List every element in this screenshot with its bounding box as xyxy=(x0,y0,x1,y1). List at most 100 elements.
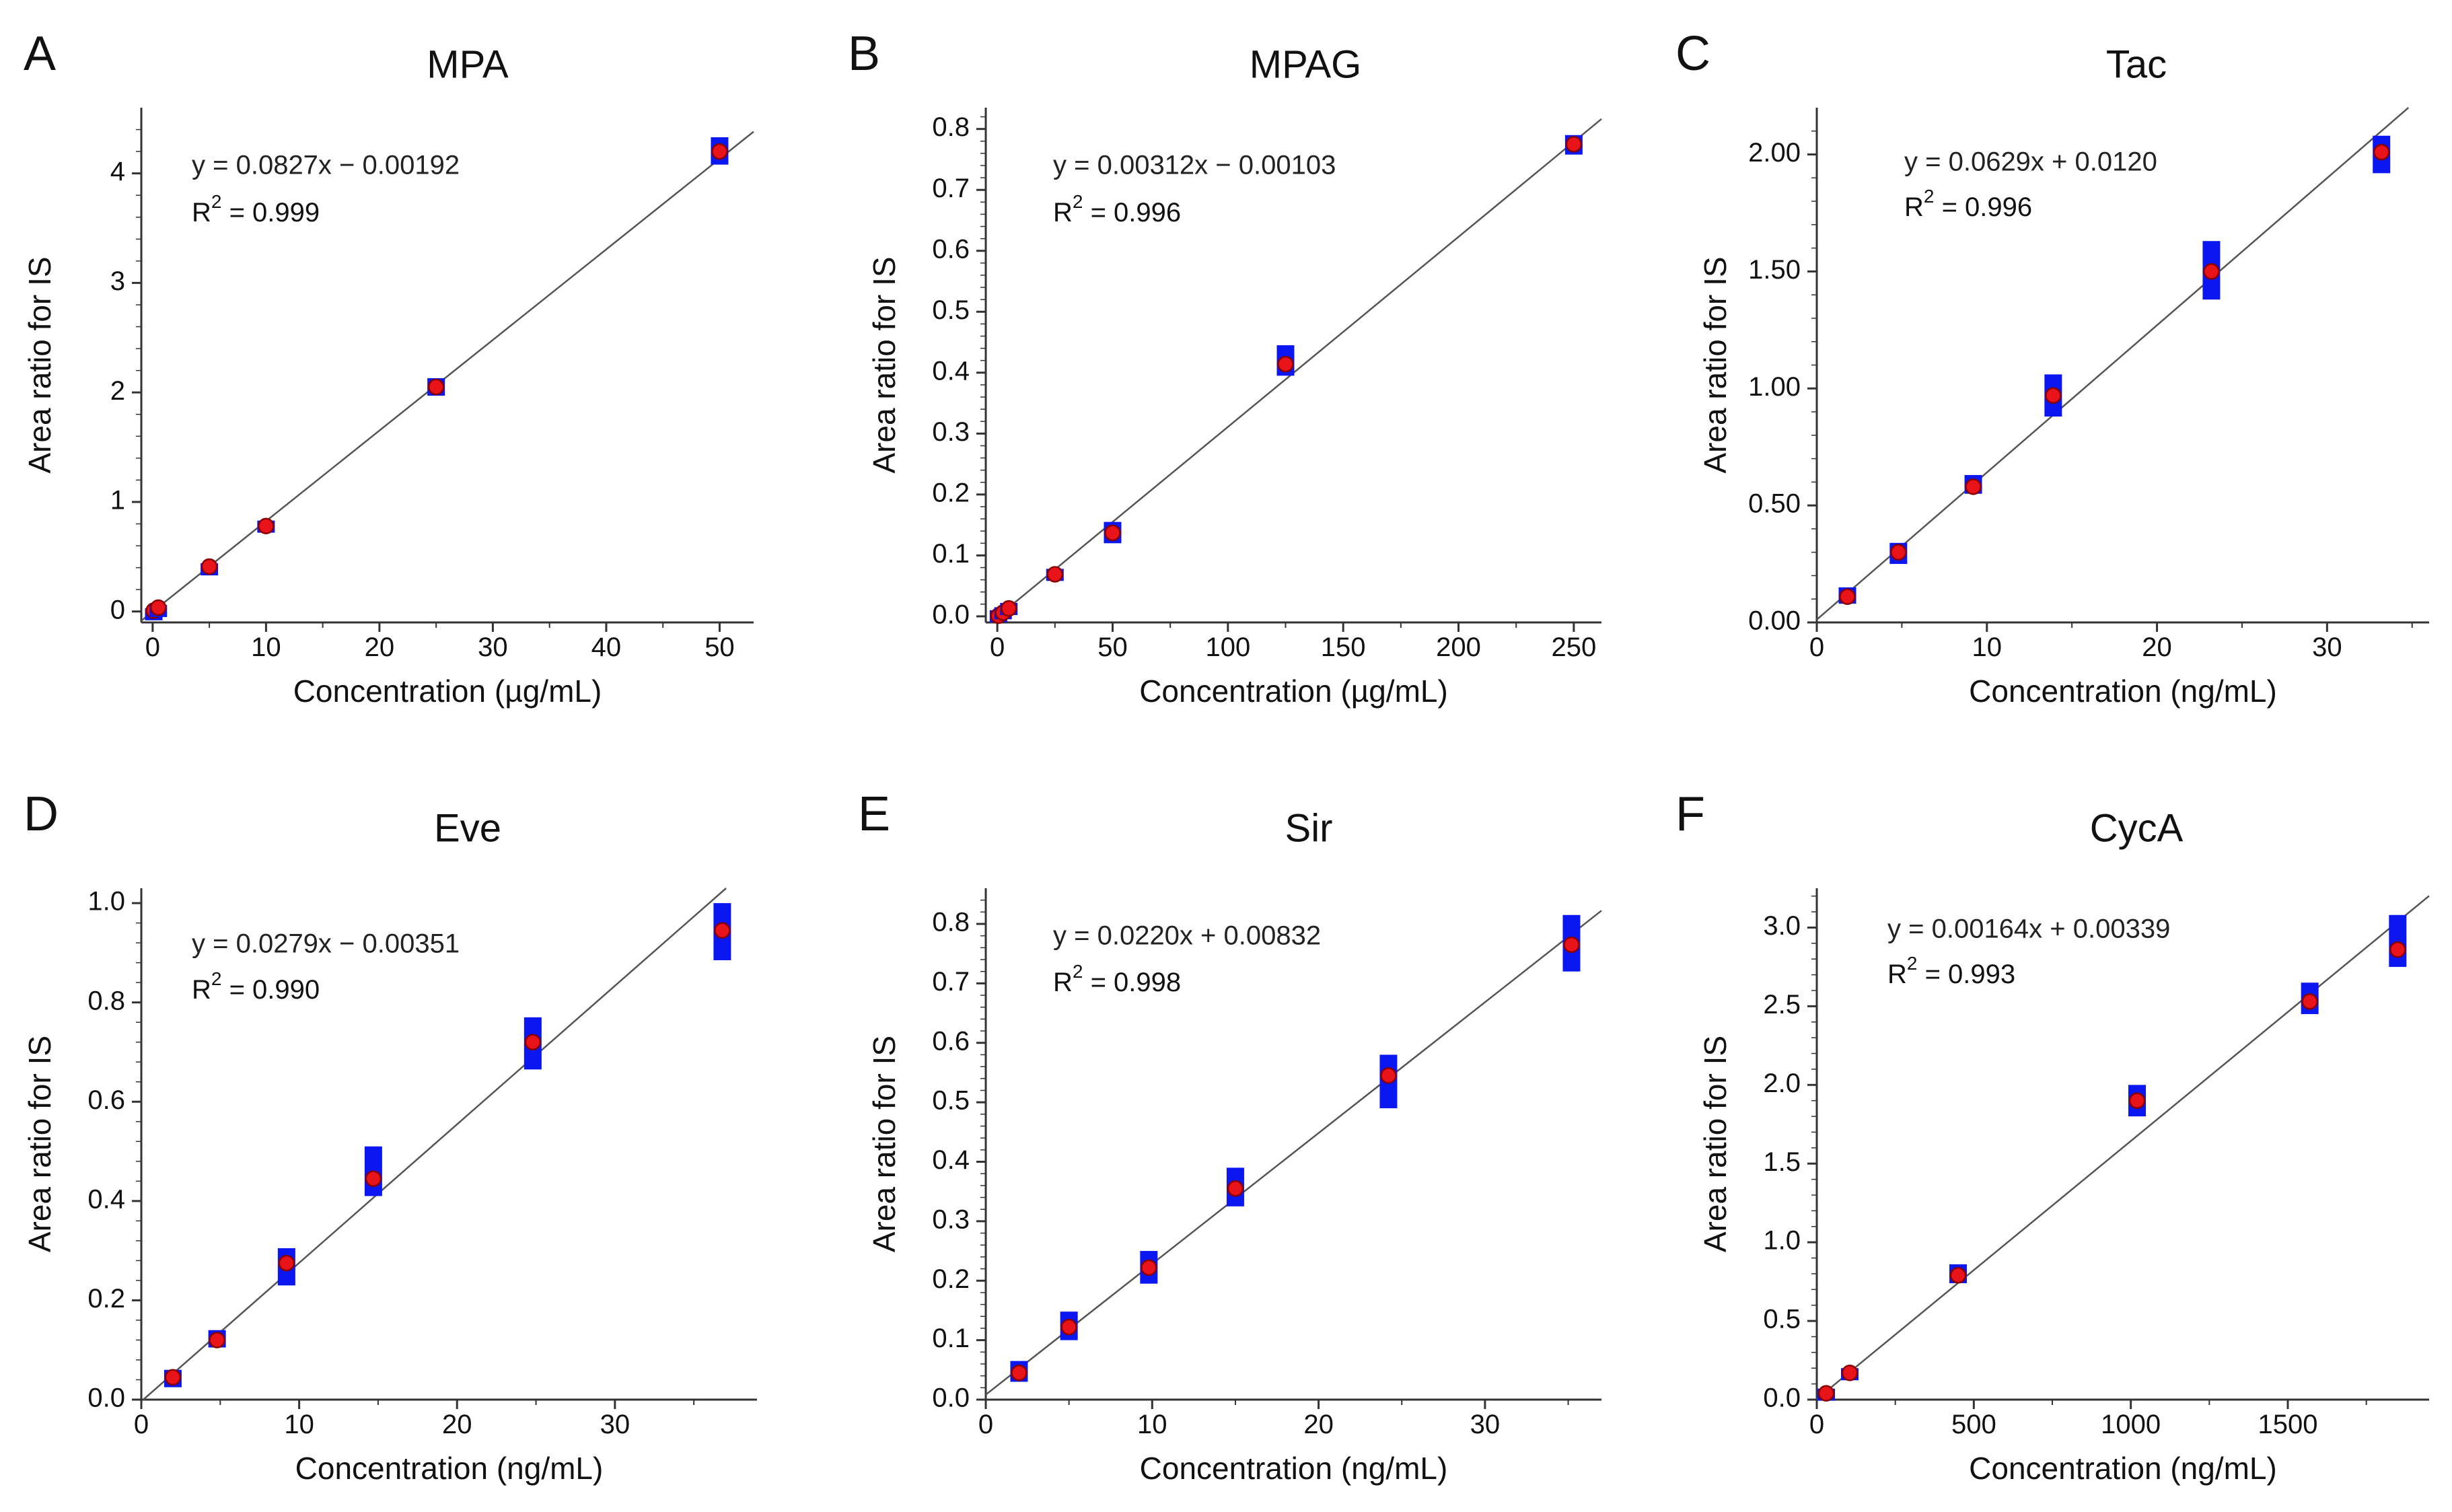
r-squared-value: = 0.996 xyxy=(1934,192,2032,222)
mean-point xyxy=(1104,524,1121,542)
y-tick-label: 0.3 xyxy=(932,1204,970,1234)
r-squared-label: R xyxy=(1053,198,1073,227)
mean-point xyxy=(1563,936,1580,953)
x-tick-label: 30 xyxy=(478,633,508,662)
y-tick-label: 0.4 xyxy=(932,1145,970,1175)
x-axis-label: Concentration (ng/mL) xyxy=(1140,1451,1448,1486)
r-squared-exponent: 2 xyxy=(211,968,222,989)
y-tick-label: 2 xyxy=(110,376,125,406)
chart-title: CycA xyxy=(2090,806,2184,850)
y-tick-label: 0.0 xyxy=(932,1383,970,1413)
y-tick-label: 2.00 xyxy=(1748,138,1801,168)
mean-point xyxy=(1227,1180,1244,1197)
mean-point xyxy=(1965,478,1982,495)
x-tick-label: 40 xyxy=(591,633,622,662)
x-tick-label: 1000 xyxy=(2101,1410,2161,1439)
regression-line xyxy=(1816,895,2430,1400)
chart-title: MPA xyxy=(427,42,509,86)
r-squared-exponent: 2 xyxy=(1907,953,1918,974)
mean-point xyxy=(278,1254,295,1272)
y-tick-label: 0.00 xyxy=(1748,606,1801,636)
x-axis-label: Concentration (µg/mL) xyxy=(1139,674,1448,709)
y-tick-label: 0.3 xyxy=(932,417,970,447)
x-axis-label: Concentration (ng/mL) xyxy=(1969,674,2277,709)
regression-line xyxy=(141,131,754,622)
x-axis-label: Concentration (ng/mL) xyxy=(295,1451,604,1486)
regression-equation: y = 0.0827x − 0.00192 xyxy=(192,151,460,180)
x-tick-label: 0 xyxy=(145,633,160,662)
panel-letter: A xyxy=(24,27,56,81)
regression-line xyxy=(990,118,1602,623)
r-squared-value: = 0.993 xyxy=(1917,960,2015,989)
r-squared-exponent: 2 xyxy=(1073,961,1083,982)
y-tick-label: 0.0 xyxy=(932,600,970,630)
mean-point xyxy=(2045,387,2062,404)
mean-point xyxy=(1060,1318,1077,1336)
x-axis-label: Concentration (µg/mL) xyxy=(293,674,602,709)
mean-point xyxy=(1949,1267,1967,1284)
y-axis-label: Area ratio for IS xyxy=(867,256,902,473)
mean-point xyxy=(1001,600,1017,617)
y-tick-label: 0.4 xyxy=(87,1184,125,1214)
y-tick-label: 2.0 xyxy=(1763,1069,1801,1098)
y-tick-label: 0.0 xyxy=(1763,1383,1801,1413)
y-tick-label: 0.1 xyxy=(932,1324,970,1353)
y-tick-label: 2.5 xyxy=(1763,990,1801,1019)
replicate-bar xyxy=(2389,914,2407,967)
y-axis-label: Area ratio for IS xyxy=(1698,256,1733,473)
x-tick-label: 30 xyxy=(2312,633,2342,662)
y-tick-label: 0.8 xyxy=(932,908,970,937)
mean-point xyxy=(1011,1364,1027,1381)
y-tick-label: 0.50 xyxy=(1748,489,1801,519)
chart-panel-d: D Eve 0 10 20 30 0.0 0.2 0.4 0.6 0.8 1.0 Concentrati… xyxy=(22,787,757,1486)
r-squared-value: = 0.999 xyxy=(221,198,320,227)
mean-point xyxy=(1817,1385,1835,1402)
r-squared-value: = 0.998 xyxy=(1083,968,1181,997)
x-tick-label: 50 xyxy=(705,633,735,662)
r-squared-label: R xyxy=(1904,192,1924,222)
mean-point xyxy=(164,1369,182,1386)
mean-point xyxy=(1890,544,1907,561)
mean-point xyxy=(201,558,218,575)
x-tick-label: 50 xyxy=(1097,633,1128,662)
x-tick-label: 30 xyxy=(1470,1410,1501,1439)
y-tick-label: 0.2 xyxy=(932,478,970,507)
mean-point xyxy=(2389,941,2406,958)
panel-letter: E xyxy=(858,787,890,841)
y-tick-label: 1.50 xyxy=(1748,255,1801,285)
y-tick-label: 3.0 xyxy=(1763,911,1801,941)
r-squared-exponent: 2 xyxy=(1073,191,1083,212)
r-squared-label: R xyxy=(192,198,211,227)
y-tick-label: 1 xyxy=(110,486,125,515)
y-tick-label: 1.0 xyxy=(1763,1226,1801,1256)
y-tick-label: 0 xyxy=(110,595,125,624)
regression-equation: y = 0.00312x − 0.00103 xyxy=(1053,151,1336,180)
r-squared: R2 = 0.990 xyxy=(192,968,320,1004)
mean-point xyxy=(427,378,445,396)
r-squared-label: R xyxy=(1053,968,1073,997)
mean-point xyxy=(711,143,728,160)
y-tick-label: 1.5 xyxy=(1763,1147,1801,1177)
chart-panel-e: E Sir 0 10 20 30 0.0 0.1 0.2 0.3 0.4 0.5 0.6 0.7 0.8 Co… xyxy=(858,787,1602,1486)
mean-point xyxy=(1839,588,1856,605)
y-tick-label: 3 xyxy=(110,266,125,296)
x-tick-label: 0 xyxy=(978,1410,993,1439)
r-squared: R2 = 0.998 xyxy=(1053,961,1181,997)
x-tick-label: 20 xyxy=(442,1410,472,1439)
panel-letter: D xyxy=(24,787,59,841)
y-tick-label: 1.00 xyxy=(1748,372,1801,402)
mean-point xyxy=(365,1170,382,1187)
regression-line xyxy=(143,888,727,1400)
y-tick-label: 0.8 xyxy=(932,112,970,142)
r-squared-label: R xyxy=(192,975,211,1005)
y-tick-label: 0.6 xyxy=(932,1026,970,1056)
panel-letter: F xyxy=(1675,787,1705,841)
r-squared-value: = 0.990 xyxy=(221,975,320,1005)
mean-point xyxy=(2203,263,2220,280)
y-axis-label: Area ratio for IS xyxy=(22,1036,57,1252)
y-tick-label: 0.5 xyxy=(932,295,970,325)
y-tick-label: 0.7 xyxy=(932,174,970,203)
x-tick-label: 150 xyxy=(1321,633,1366,662)
x-tick-label: 250 xyxy=(1552,633,1597,662)
